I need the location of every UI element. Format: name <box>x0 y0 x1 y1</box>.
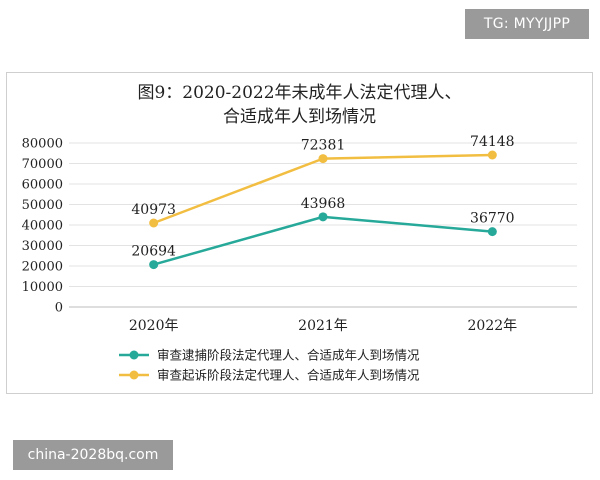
x-tick-label: 2020年 <box>129 318 179 334</box>
chart-title-line-2: 合适成年人到场情况 <box>223 107 376 127</box>
data-label: 20694 <box>131 244 176 260</box>
data-label: 43968 <box>301 196 346 212</box>
watermark-top: TG: MYYJJPP <box>465 9 589 39</box>
watermark-bottom: china-2028bq.com <box>13 440 173 470</box>
legend-swatch-marker <box>129 350 139 360</box>
x-tick-label: 2021年 <box>298 318 348 334</box>
legend-label: 审查逮捕阶段法定代理人、合适成年人到场情况 <box>157 348 420 363</box>
y-tick-label: 20000 <box>22 260 63 275</box>
axis-layer: 0 10000 20000 30000 40000 50000 60000 70000 8000… <box>22 137 577 334</box>
chart-title: 图9：2020-2022年未成年人法定代理人、 合适成年人到场情况 <box>7 81 592 129</box>
data-point <box>318 154 328 164</box>
data-label: 36770 <box>470 211 515 227</box>
y-tick-label: 30000 <box>22 239 63 254</box>
y-tick-label: 40000 <box>22 219 63 234</box>
y-tick-label: 10000 <box>22 280 63 295</box>
data-point <box>487 150 497 160</box>
data-point <box>149 260 159 270</box>
data-label: 40973 <box>131 202 176 218</box>
legend-swatch-marker <box>129 370 139 380</box>
series-layer <box>149 150 497 270</box>
y-tick-label: 0 <box>55 301 63 316</box>
chart-title-line-1: 图9：2020-2022年未成年人法定代理人、 <box>137 83 462 103</box>
y-tick-label: 80000 <box>22 137 63 152</box>
chart-frame: 图9：2020-2022年未成年人法定代理人、 合适成年人到场情况 0 10000… <box>6 72 593 394</box>
legend-label: 审查起诉阶段法定代理人、合适成年人到场情况 <box>157 368 420 383</box>
data-point <box>487 227 497 237</box>
legend: 审查逮捕阶段法定代理人、合适成年人到场情况审查起诉阶段法定代理人、合适成年人到场… <box>119 348 420 383</box>
y-tick-label: 60000 <box>22 178 63 193</box>
data-label: 74148 <box>470 134 515 150</box>
y-tick-label: 50000 <box>22 198 63 213</box>
data-label: 72381 <box>301 138 346 154</box>
data-label-layer: 20694 43968 36770 40973 72381 74148 <box>131 134 514 260</box>
data-point <box>149 218 159 228</box>
line-chart: 0 10000 20000 30000 40000 50000 60000 70000 8000… <box>22 134 577 383</box>
data-point <box>318 212 328 222</box>
x-tick-label: 2022年 <box>468 318 518 334</box>
y-tick-label: 70000 <box>22 157 63 172</box>
series-line <box>153 215 493 266</box>
